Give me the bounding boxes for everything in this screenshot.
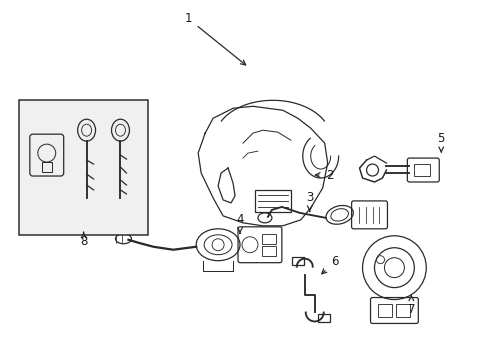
Text: 8: 8	[80, 233, 87, 248]
Bar	[41, 162, 52, 172]
Text: 1: 1	[184, 12, 245, 65]
Bar	[317, 315, 329, 323]
Bar	[378, 303, 392, 318]
Text: 5: 5	[437, 132, 444, 152]
Bar	[19, 100, 148, 235]
Bar	[262, 246, 275, 256]
Text: 7: 7	[407, 296, 414, 316]
Bar	[396, 303, 409, 318]
Text: 6: 6	[321, 255, 338, 274]
Bar	[254, 190, 290, 212]
Bar	[413, 164, 429, 176]
Text: 3: 3	[305, 192, 313, 211]
Text: 2: 2	[315, 168, 333, 181]
Bar	[291, 257, 303, 265]
Text: 4: 4	[236, 213, 244, 233]
Bar	[262, 234, 275, 244]
